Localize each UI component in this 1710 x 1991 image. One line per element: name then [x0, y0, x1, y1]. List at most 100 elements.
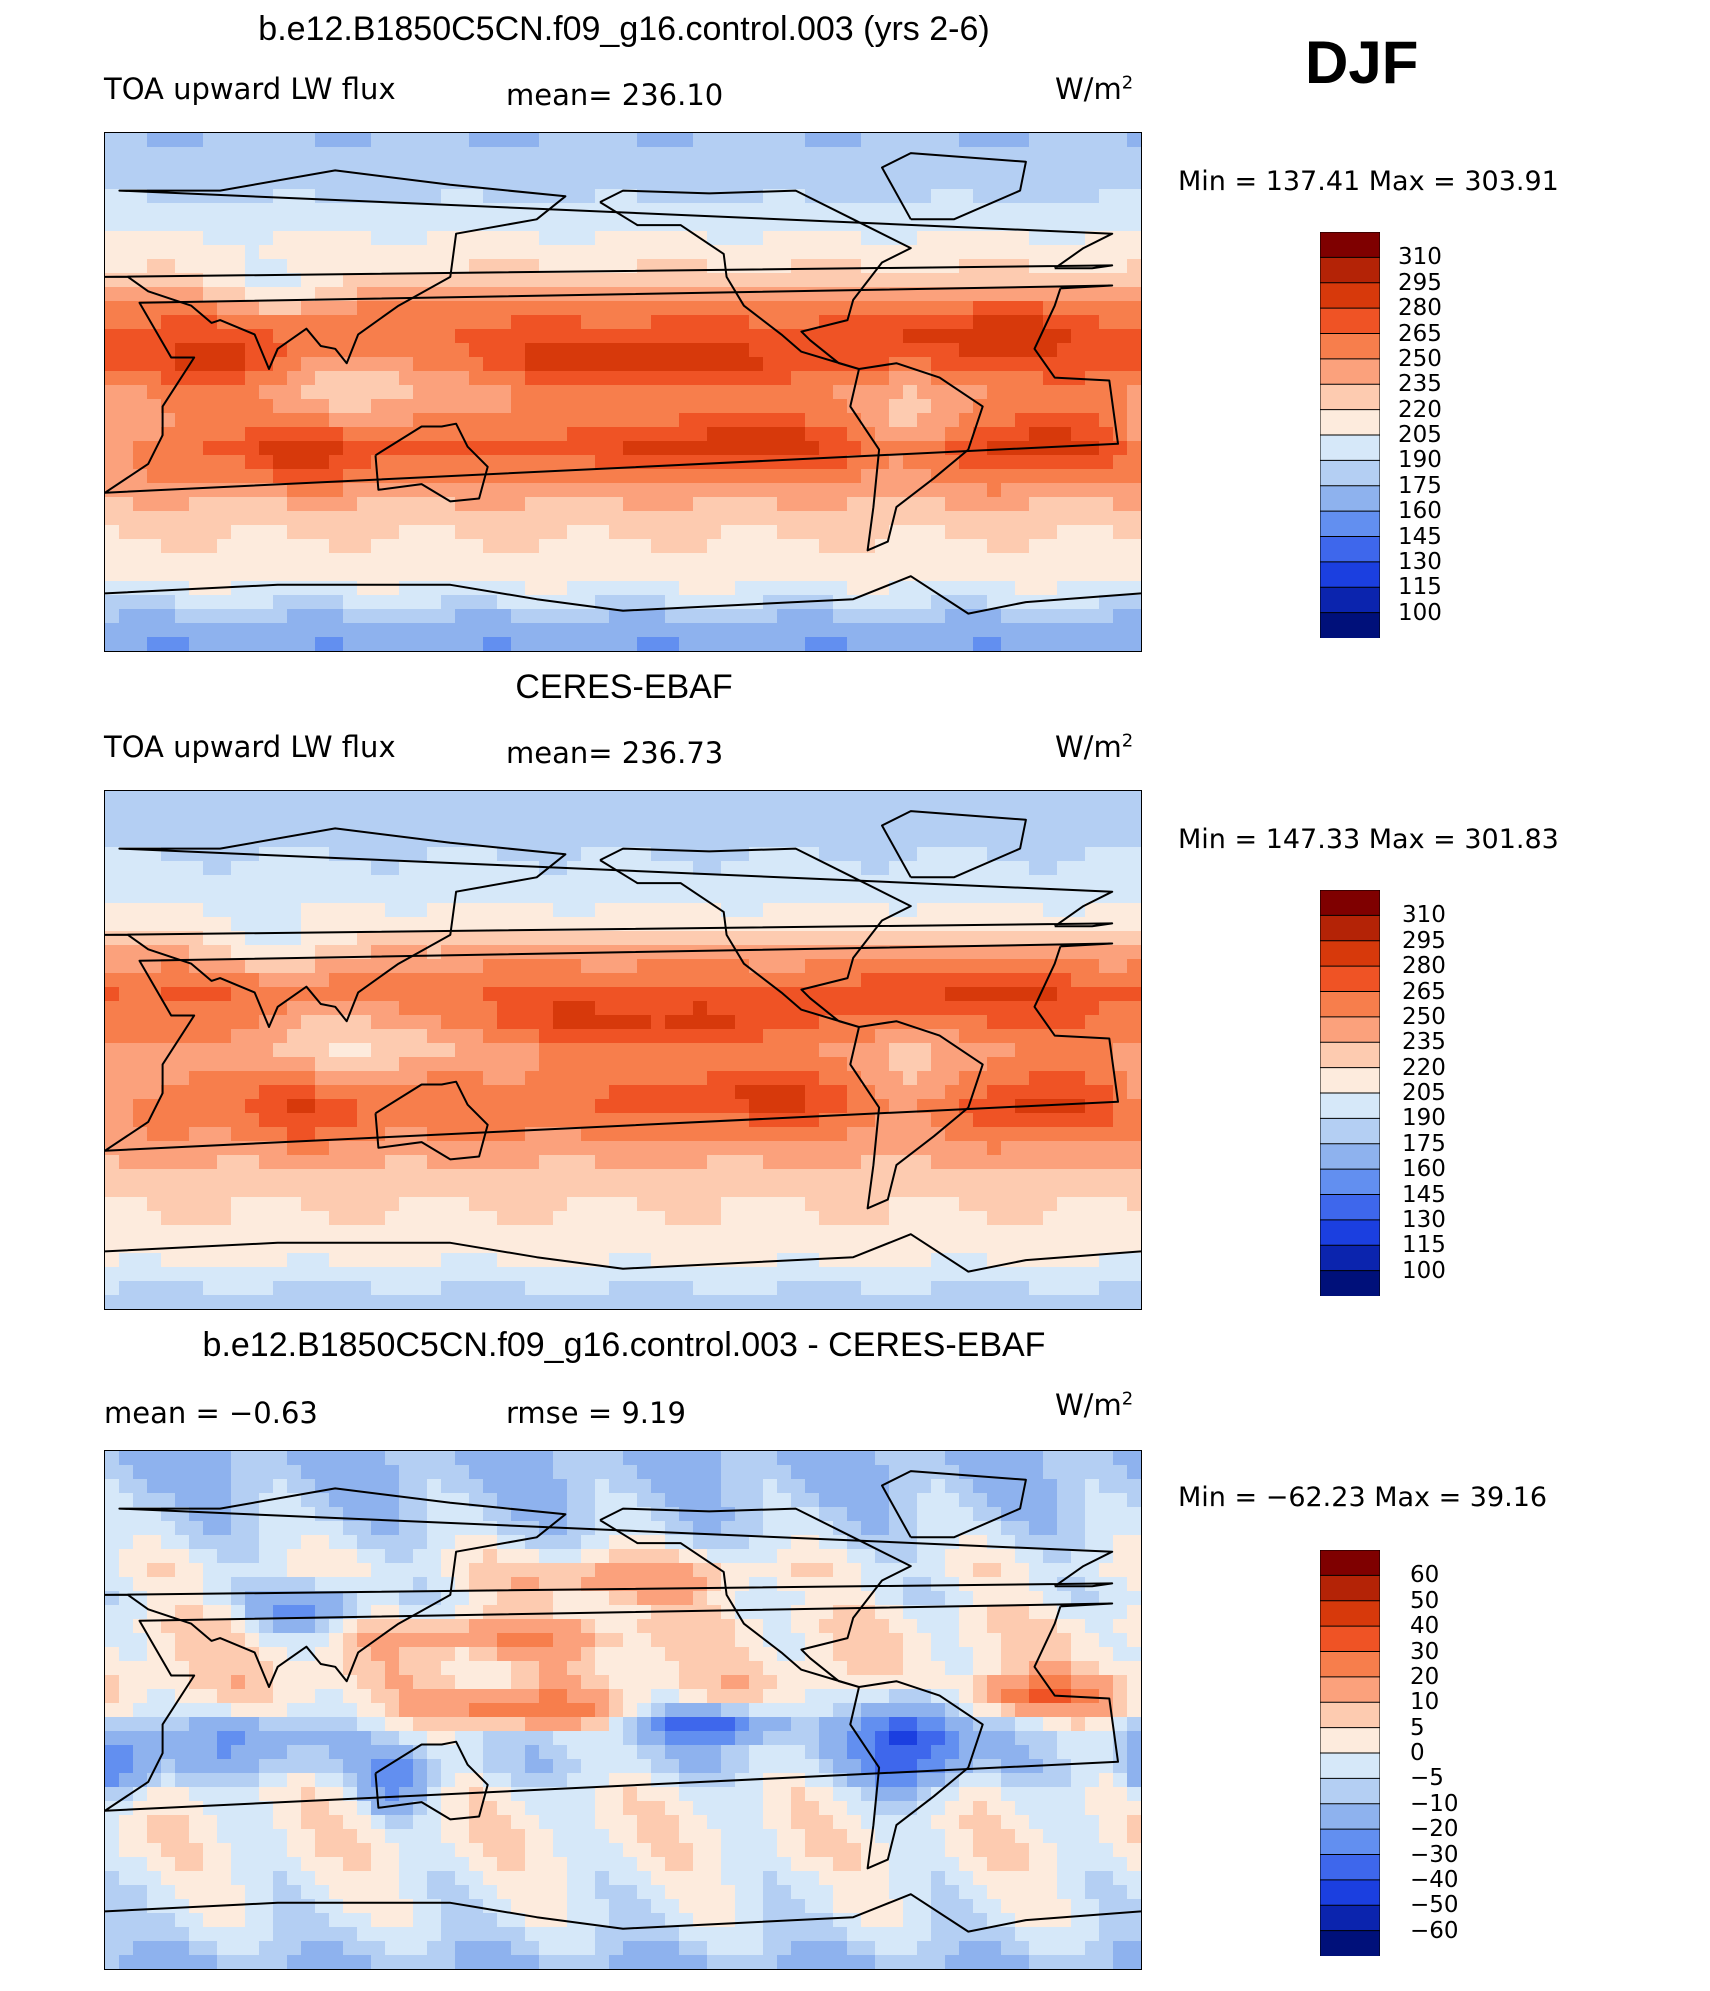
- field-cell: [1071, 231, 1086, 246]
- field-cell: [861, 987, 876, 1002]
- field-cell: [1085, 861, 1100, 876]
- field-cell: [525, 1015, 540, 1030]
- field-cell: [301, 917, 316, 932]
- field-cell: [903, 917, 918, 932]
- field-cell: [455, 595, 470, 610]
- field-cell: [203, 987, 218, 1002]
- field-cell: [567, 189, 582, 204]
- field-cell: [889, 1113, 904, 1128]
- field-cell: [1057, 833, 1072, 848]
- field-cell: [385, 903, 400, 918]
- field-cell: [735, 1197, 750, 1212]
- field-cell: [735, 399, 750, 414]
- field-cell: [385, 511, 400, 526]
- field-cell: [259, 133, 274, 148]
- field-cell: [1043, 469, 1058, 484]
- field-cell: [329, 469, 344, 484]
- field-cell: [735, 833, 750, 848]
- field-cell: [1127, 875, 1141, 890]
- field-cell: [777, 875, 792, 890]
- field-cell: [665, 469, 680, 484]
- field-cell: [287, 553, 302, 568]
- field-cell: [301, 595, 316, 610]
- field-cell: [497, 959, 512, 974]
- field-cell: [133, 819, 148, 834]
- field-cell: [315, 231, 330, 246]
- field-cell: [623, 1043, 638, 1058]
- field-cell: [609, 819, 624, 834]
- field-cell: [595, 595, 610, 610]
- field-cell: [1085, 623, 1100, 638]
- field-cell: [133, 1113, 148, 1128]
- field-cell: [973, 847, 988, 862]
- field-cell: [651, 525, 666, 540]
- field-cell: [875, 343, 890, 358]
- field-cell: [133, 469, 148, 484]
- field-cell: [903, 1071, 918, 1086]
- field-cell: [371, 1029, 386, 1044]
- field-cell: [567, 259, 582, 274]
- field-cell: [959, 413, 974, 428]
- field-cell: [987, 805, 1002, 820]
- field-cell: [1113, 609, 1128, 624]
- field-cell: [133, 1085, 148, 1100]
- field-cell: [455, 581, 470, 596]
- field-cell: [819, 805, 834, 820]
- field-cell: [427, 917, 442, 932]
- field-cell: [413, 441, 428, 456]
- field-cell: [273, 1001, 288, 1016]
- field-cell: [525, 147, 540, 162]
- field-cell: [175, 539, 190, 554]
- field-cell: [469, 357, 484, 372]
- field-cell: [399, 413, 414, 428]
- field-cell: [231, 1169, 246, 1184]
- field-cell: [329, 231, 344, 246]
- field-cell: [231, 889, 246, 904]
- field-cell: [469, 497, 484, 512]
- field-cell: [511, 959, 526, 974]
- field-cell: [637, 483, 652, 498]
- field-cell: [819, 469, 834, 484]
- field-cell: [413, 1113, 428, 1128]
- field-cell: [189, 553, 204, 568]
- field-cell: [987, 791, 1002, 806]
- field-cell: [133, 343, 148, 358]
- field-cell: [805, 525, 820, 540]
- colorbar-swatch: [1320, 383, 1380, 411]
- field-cell: [175, 987, 190, 1002]
- field-cell: [287, 595, 302, 610]
- field-cell: [833, 1099, 848, 1114]
- field-cell: [553, 1099, 568, 1114]
- field-cell: [735, 1099, 750, 1114]
- field-cell: [735, 1043, 750, 1058]
- field-cell: [483, 245, 498, 260]
- field-cell: [1127, 1043, 1141, 1058]
- field-cell: [553, 1043, 568, 1058]
- field-cell: [539, 819, 554, 834]
- field-cell: [217, 1183, 232, 1198]
- field-cell: [287, 945, 302, 960]
- field-cell: [483, 259, 498, 274]
- field-cell: [595, 231, 610, 246]
- field-cell: [763, 497, 778, 512]
- field-cell: [287, 385, 302, 400]
- field-cell: [217, 413, 232, 428]
- field-cell: [679, 1127, 694, 1142]
- field-cell: [357, 609, 372, 624]
- field-cell: [623, 609, 638, 624]
- field-cell: [735, 469, 750, 484]
- field-cell: [567, 987, 582, 1002]
- field-cell: [609, 245, 624, 260]
- field-cell: [735, 329, 750, 344]
- field-cell: [259, 329, 274, 344]
- field-cell: [861, 973, 876, 988]
- field-cell: [511, 1001, 526, 1016]
- field-cell: [357, 539, 372, 554]
- field-cell: [665, 637, 680, 651]
- field-cell: [1029, 833, 1044, 848]
- field-cell: [483, 1169, 498, 1184]
- field-cell: [357, 917, 372, 932]
- field-cell: [441, 567, 456, 582]
- field-cell: [1071, 847, 1086, 862]
- field-cell: [707, 1197, 722, 1212]
